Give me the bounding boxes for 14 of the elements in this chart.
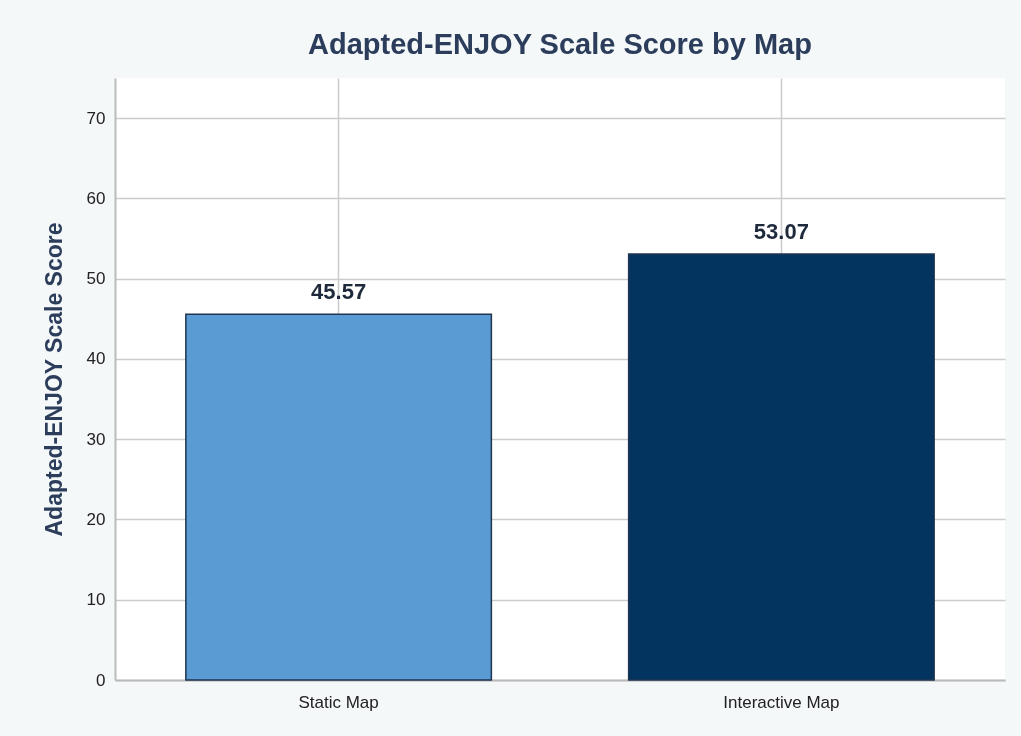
y-tick-label: 40 bbox=[86, 349, 106, 369]
y-tick-label: 10 bbox=[86, 590, 106, 610]
y-tick-label: 50 bbox=[86, 269, 106, 289]
data-label: 53.07 bbox=[753, 219, 809, 245]
y-tick-label: 60 bbox=[86, 188, 106, 208]
y-tick-label: 70 bbox=[86, 108, 106, 128]
data-label: 45.57 bbox=[311, 279, 367, 305]
y-axis-title: Adapted-ENJOY Scale Score bbox=[40, 222, 67, 537]
x-tick-label: Static Map bbox=[298, 692, 379, 712]
y-tick-label: 20 bbox=[86, 509, 106, 529]
y-tick-label: 30 bbox=[86, 429, 106, 449]
chart-title: Adapted-ENJOY Scale Score by Map bbox=[308, 28, 812, 60]
x-tick-label: Interactive Map bbox=[723, 692, 840, 712]
y-tick-label: 0 bbox=[96, 670, 106, 690]
